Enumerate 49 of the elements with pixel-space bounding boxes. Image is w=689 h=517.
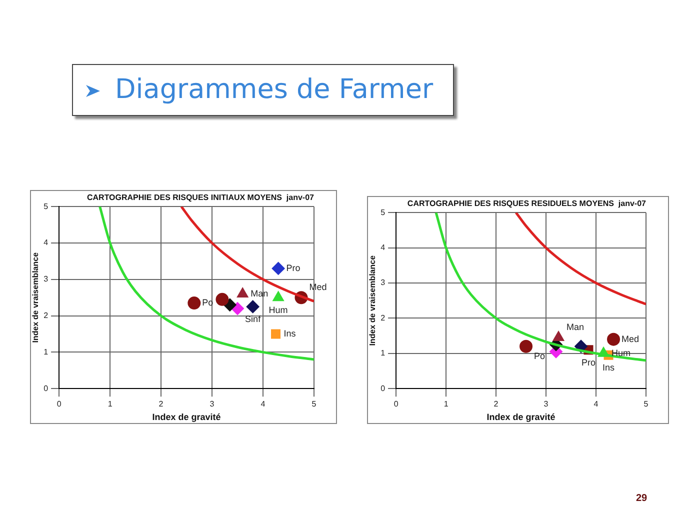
point: [271, 329, 280, 339]
x-tick-label: 1: [444, 400, 449, 409]
text: Diagrammes de Farmer: [115, 74, 434, 105]
y-tick-label: 1: [44, 347, 49, 356]
point: [272, 291, 284, 302]
series-label: Med: [622, 334, 640, 344]
x-tick-label: 5: [312, 400, 317, 409]
series-label: Sinf: [245, 314, 262, 324]
y-tick-label: 1: [380, 348, 386, 358]
x-tick-label: 2: [494, 400, 499, 409]
y-tick-label: 2: [380, 313, 386, 322]
x-axis-title: Index de gravité: [486, 412, 556, 422]
y-tick-label: 3: [44, 274, 49, 284]
x-tick-label: 3: [210, 400, 215, 409]
point: [246, 300, 260, 314]
point: [188, 296, 201, 310]
series-label: Man: [566, 322, 584, 332]
y-tick-label: 2: [44, 311, 49, 320]
x-tick-label: 5: [644, 400, 649, 409]
point: [216, 292, 229, 306]
point: [231, 302, 244, 316]
y-tick-label: 3: [380, 278, 386, 288]
y-tick-label: 0: [44, 384, 49, 393]
series-label: Ins: [602, 362, 616, 373]
x-tick-label: 0: [394, 400, 399, 409]
line-series: [514, 212, 646, 306]
series-label: Po: [534, 350, 546, 361]
point: [272, 262, 285, 275]
chart-title: CARTOGRAPHIE DES RISQUES RESIDUELS MOYENS janv-07: [407, 199, 647, 208]
x-tick-label: 3: [544, 400, 549, 409]
x-tick-label: 4: [260, 400, 266, 409]
y-tick-label: 4: [380, 243, 386, 252]
chart-title: CARTOGRAPHIE DES RISQUES INITIAUX MOYENS janv-07: [86, 193, 315, 202]
series-label: Pro: [582, 357, 596, 368]
x-tick-label: 0: [56, 400, 62, 409]
series-label: Hum: [268, 305, 288, 316]
y-tick-label: 5: [380, 208, 386, 217]
x-tick-label: 1: [108, 400, 113, 409]
x-axis-title: Index de gravité: [152, 412, 221, 422]
y-tick-label: 4: [44, 238, 49, 248]
y-axis-title: Index de vraisemblance: [368, 254, 378, 346]
x-tick-label: 4: [594, 400, 599, 409]
text: 29: [636, 493, 648, 504]
series-label: Ins: [284, 328, 296, 338]
series-label: Pro: [286, 262, 300, 273]
x-tick-label: 2: [158, 400, 164, 409]
y-axis-title: Index de vraisemblance: [31, 252, 40, 343]
y-tick-label: 5: [44, 202, 49, 211]
y-tick-label: 0: [380, 384, 386, 393]
